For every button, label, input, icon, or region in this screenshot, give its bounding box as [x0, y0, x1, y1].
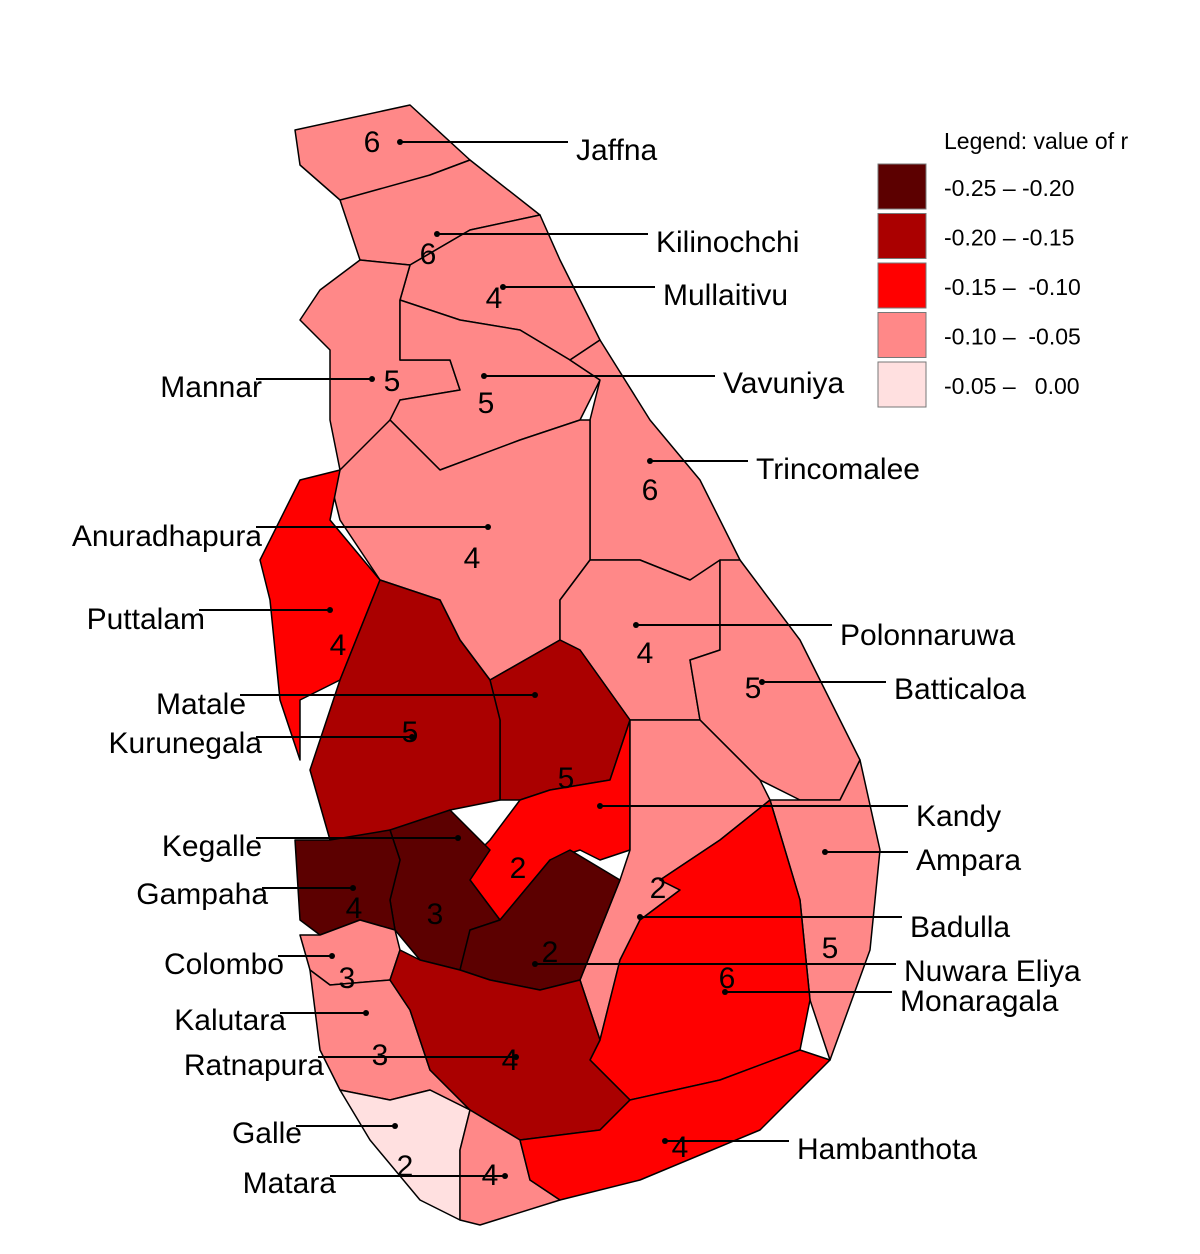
- count-vavuniya: 5: [478, 387, 495, 420]
- count-hambanthota: 4: [672, 1131, 689, 1164]
- label-hambanthota: Hambanthota: [797, 1133, 977, 1166]
- district-labels: 6 Jaffna 6 Kilinochchi 4 Mullaitivu 5 Mannar 5 Va…: [72, 126, 1081, 1200]
- label-colombo: Colombo: [164, 948, 284, 981]
- count-monaragala: 6: [719, 962, 736, 995]
- label-trincomalee: Trincomalee: [756, 453, 920, 486]
- legend-swatch-0: [877, 163, 927, 210]
- centroid-dot-vavuniya: [481, 373, 487, 379]
- count-kurunegala: 5: [402, 716, 419, 749]
- count-gampaha: 4: [346, 892, 363, 925]
- district-gampaha: [294, 829, 401, 936]
- label-nuwara-eliya: Nuwara Eliya: [904, 955, 1081, 988]
- count-kandy: 2: [510, 852, 527, 885]
- label-polonnaruwa: Polonnaruwa: [840, 619, 1015, 652]
- count-ratnapura: 4: [502, 1044, 519, 1077]
- count-jaffna: 6: [364, 126, 381, 159]
- legend-label-3: -0.10 – -0.05: [944, 324, 1081, 350]
- count-puttalam: 4: [330, 629, 347, 662]
- count-kegalle: 3: [427, 898, 444, 931]
- centroid-dot-monaragala: [722, 989, 728, 995]
- label-batticaloa: Batticaloa: [894, 673, 1026, 706]
- legend-swatch-1: [877, 213, 927, 259]
- centroid-dot-matale: [532, 692, 538, 698]
- count-kilinochchi: 6: [420, 238, 437, 271]
- legend-label-0: -0.25 – -0.20: [944, 175, 1074, 201]
- label-matara: Matara: [243, 1167, 337, 1200]
- label-mannar: Mannar: [160, 371, 262, 404]
- centroid-dot-kurunegala: [409, 734, 415, 740]
- centroid-dot-ratnapura: [513, 1054, 519, 1060]
- label-ampara: Ampara: [916, 844, 1021, 877]
- count-batticaloa: 5: [745, 672, 762, 705]
- count-matale: 5: [558, 762, 575, 795]
- centroid-dot-matara: [502, 1173, 508, 1179]
- centroid-dot-kegalle: [455, 835, 461, 841]
- legend-title: Legend: value of r: [944, 128, 1128, 154]
- centroid-dot-kalutara: [363, 1010, 369, 1016]
- count-ampara: 5: [822, 932, 839, 965]
- label-matale: Matale: [156, 688, 246, 721]
- district-hambanthota: [519, 1049, 831, 1201]
- centroid-dot-puttalam: [327, 607, 333, 613]
- legend-label-4: -0.05 – 0.00: [944, 373, 1080, 399]
- centroid-dot-ampara: [822, 849, 828, 855]
- label-kalutara: Kalutara: [174, 1004, 286, 1037]
- centroid-dot-mannar: [369, 376, 375, 382]
- count-matara: 4: [482, 1159, 499, 1192]
- count-mannar: 5: [384, 365, 401, 398]
- legend: Legend: value of r -0.25 – -0.20 -0.20 – …: [877, 128, 1128, 408]
- label-galle: Galle: [232, 1117, 302, 1150]
- district-kurunegala: [309, 579, 501, 841]
- label-ratnapura: Ratnapura: [184, 1049, 324, 1082]
- count-polonnaruwa: 4: [637, 637, 654, 670]
- centroid-dot-colombo: [329, 953, 335, 959]
- label-kurunegala: Kurunegala: [109, 727, 263, 760]
- centroid-dot-mullaitivu: [500, 284, 506, 290]
- legend-label-1: -0.20 – -0.15: [944, 225, 1074, 251]
- centroid-dot-kilinochchi: [434, 231, 440, 237]
- label-gampaha: Gampaha: [136, 878, 268, 911]
- centroid-dot-anuradhapura: [485, 524, 491, 530]
- count-galle: 2: [397, 1150, 414, 1183]
- label-mullaitivu: Mullaitivu: [663, 279, 788, 312]
- legend-swatch-2: [877, 262, 927, 309]
- label-anuradhapura: Anuradhapura: [72, 520, 262, 553]
- centroid-dot-jaffna: [397, 139, 403, 145]
- centroid-dot-trincomalee: [647, 458, 653, 464]
- centroid-dot-kandy: [597, 803, 603, 809]
- label-vavuniya: Vavuniya: [723, 367, 845, 400]
- label-kegalle: Kegalle: [162, 830, 262, 863]
- count-mullaitivu: 4: [486, 282, 503, 315]
- count-badulla: 2: [650, 872, 667, 905]
- legend-swatch-3: [877, 312, 927, 358]
- centroid-dot-batticaloa: [759, 679, 765, 685]
- label-kandy: Kandy: [916, 800, 1001, 833]
- centroid-dot-gampaha: [350, 885, 356, 891]
- centroid-dot-galle: [392, 1123, 398, 1129]
- label-monaragala: Monaragala: [900, 985, 1059, 1018]
- district-regions: [259, 104, 881, 1226]
- count-anuradhapura: 4: [464, 542, 481, 575]
- label-badulla: Badulla: [910, 911, 1010, 944]
- count-kalutara: 3: [372, 1039, 389, 1072]
- centroid-dot-nuwara-eliya: [532, 961, 538, 967]
- district-puttalam: [259, 469, 381, 761]
- centroid-dot-hambanthota: [662, 1138, 668, 1144]
- centroid-dot-polonnaruwa: [633, 622, 639, 628]
- label-jaffna: Jaffna: [576, 134, 657, 167]
- count-colombo: 3: [339, 962, 356, 995]
- district-ratnapura: [389, 949, 631, 1141]
- label-puttalam: Puttalam: [87, 603, 205, 636]
- leader-lines: [199, 139, 908, 1179]
- legend-swatch-4: [877, 361, 927, 408]
- centroid-dot-badulla: [637, 914, 643, 920]
- count-nuwara-eliya: 2: [542, 936, 559, 969]
- count-trincomalee: 6: [642, 474, 659, 507]
- label-kilinochchi: Kilinochchi: [656, 226, 799, 259]
- legend-label-2: -0.15 – -0.10: [944, 274, 1081, 300]
